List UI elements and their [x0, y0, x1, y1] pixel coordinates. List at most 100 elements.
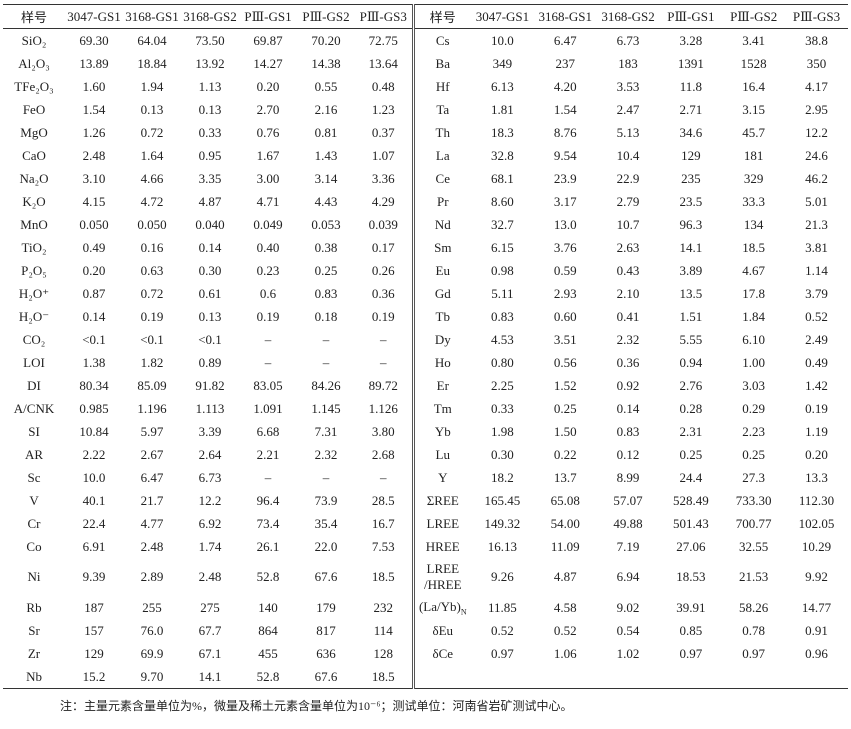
row-label: SiO₂ — [3, 29, 65, 53]
value-cell: 0.17 — [371, 239, 395, 255]
row-label: Sm — [411, 236, 472, 259]
value-cell — [534, 665, 597, 689]
value-cell: 733.30 — [735, 492, 772, 508]
row-label: Ta — [411, 98, 472, 121]
value-cell: 5.01 — [805, 193, 828, 209]
table-row: SI 10.84 5.97 3.39 6.68 7.31 3.80 Yb 1.98 1.50 0.8… — [3, 420, 848, 443]
value-cell: 275 — [200, 599, 220, 615]
value-cell: 67.7 — [198, 622, 222, 638]
value-cell: 2.48 — [140, 538, 164, 554]
value-cell: 0.20 — [256, 78, 280, 94]
value-cell: 72.75 — [368, 32, 398, 48]
value-cell: 1.07 — [371, 147, 395, 163]
value-cell: 24.4 — [679, 469, 703, 485]
value-cell: 1.52 — [553, 377, 577, 393]
value-cell: 10.0 — [82, 469, 106, 485]
value-cell: 1.81 — [491, 101, 514, 117]
label-text: H₂O⁻ — [18, 308, 50, 324]
value-cell: 3.03 — [742, 377, 766, 393]
value-cell: 4.58 — [553, 599, 577, 615]
row-label: Nb — [3, 665, 65, 689]
value-cell: 13.0 — [553, 216, 577, 232]
label-text: LREE — [426, 515, 460, 531]
row-label: Zr — [3, 642, 65, 665]
value-cell: 10.0 — [491, 32, 514, 48]
row-label: Ni — [3, 558, 65, 596]
value-cell: 64.04 — [137, 32, 167, 48]
value-cell: 0.30 — [491, 446, 514, 462]
row-label — [411, 665, 472, 689]
value-cell: 4.72 — [140, 193, 164, 209]
row-label: Al₂O₃ — [3, 52, 65, 75]
value-cell: 4.17 — [805, 78, 828, 94]
value-cell: 0.19 — [371, 308, 395, 324]
header-cell: PⅢ-GS3 — [792, 8, 841, 24]
value-cell: 18.2 — [491, 469, 514, 485]
value-cell: 45.7 — [742, 124, 766, 140]
value-cell: 4.53 — [491, 331, 514, 347]
value-cell: 32.55 — [739, 538, 769, 554]
value-cell: 2.10 — [616, 285, 640, 301]
value-cell: 1528 — [740, 55, 767, 71]
value-cell: 2.70 — [256, 101, 280, 117]
table-note: 注：主量元素含量单位为%，微量及稀土元素含量单位为10⁻⁶；测试单位：河南省岩矿… — [60, 699, 573, 713]
value-cell: 1.64 — [140, 147, 164, 163]
value-cell: 0.36 — [371, 285, 395, 301]
value-cell: 3.10 — [82, 170, 106, 186]
row-label: Gd — [411, 282, 472, 305]
label-text: Sc — [27, 469, 41, 485]
value-cell: 0.19 — [256, 308, 280, 324]
value-cell: 14.1 — [679, 239, 703, 255]
label-line: /HREE — [423, 577, 462, 592]
label-text: Tb — [435, 308, 450, 324]
table-row: Nb 15.2 9.70 14.1 52.8 67.6 18.5 — [3, 665, 848, 689]
value-cell: 0.92 — [616, 377, 640, 393]
value-cell: 0.14 — [82, 308, 106, 324]
value-cell: 73.4 — [256, 515, 280, 531]
value-cell: 1.23 — [371, 101, 395, 117]
value-cell: 0.85 — [679, 622, 703, 638]
value-cell: 8.76 — [553, 124, 577, 140]
value-cell: 2.21 — [256, 446, 280, 462]
value-cell: 0.76 — [256, 124, 280, 140]
value-cell: 0.36 — [616, 354, 640, 370]
row-label: FeO — [3, 98, 65, 121]
value-cell: 636 — [316, 645, 336, 661]
header-cell: 3047-GS1 — [67, 8, 121, 24]
table-row: CO₂ <0.1 <0.1 <0.1 – – – Dy 4.53 3.51 2.32 5.55 6.10… — [3, 328, 848, 351]
row-label: H₂O⁺ — [3, 282, 65, 305]
value-cell: 14.27 — [253, 55, 283, 71]
header-cell: 3168-GS2 — [183, 8, 237, 24]
value-cell: 1.14 — [805, 262, 828, 278]
value-cell: 5.13 — [616, 124, 640, 140]
row-label: TiO₂ — [3, 236, 65, 259]
value-cell: 3.41 — [742, 32, 766, 48]
value-cell: 1.145 — [311, 400, 341, 416]
value-cell: 129 — [84, 645, 104, 661]
value-cell: 21.7 — [140, 492, 164, 508]
value-cell: 65.08 — [550, 492, 580, 508]
value-cell: 28.5 — [371, 492, 395, 508]
value-cell: 1.42 — [805, 377, 828, 393]
value-cell: 9.70 — [140, 668, 164, 684]
value-cell: 349 — [492, 55, 513, 71]
value-cell: <0.1 — [198, 331, 222, 347]
value-cell: 0.52 — [553, 622, 577, 638]
table-row: Zr 129 69.9 67.1 455 636 128 δCe 0.97 1.06 1.02 0.9… — [3, 642, 848, 665]
label-text: Al₂O₃ — [18, 55, 50, 71]
value-cell: 0.14 — [198, 239, 222, 255]
value-cell: 0.95 — [198, 147, 222, 163]
label-text: Ho — [434, 354, 451, 370]
label-text: Lu — [435, 446, 450, 462]
label-text: δCe — [432, 645, 454, 661]
table-row: AR 2.22 2.67 2.64 2.21 2.32 2.68 Lu 0.30 0.22 0.12… — [3, 443, 848, 466]
value-cell: 17.8 — [742, 285, 766, 301]
value-cell: 0.039 — [368, 216, 398, 232]
value-cell: 16.4 — [742, 78, 766, 94]
header-cell: 样号 — [21, 10, 48, 25]
value-cell: 179 — [316, 599, 336, 615]
value-cell: 129 — [681, 147, 701, 163]
value-cell: 0.89 — [198, 354, 222, 370]
value-cell — [722, 665, 785, 689]
value-cell: 1391 — [677, 55, 704, 71]
